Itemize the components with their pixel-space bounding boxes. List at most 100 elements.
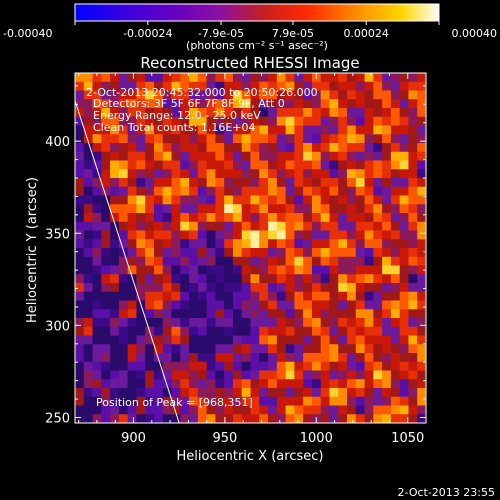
heatmap-cell [311,239,322,249]
heatmap-cell [303,309,313,319]
heatmap-cell [162,326,173,336]
heatmap-cell [364,151,374,161]
heatmap-cell [259,116,269,126]
heatmap-cell [145,73,155,83]
heatmap-cell [83,396,94,406]
heatmap-cell [162,186,173,196]
heatmap-cell [232,169,243,179]
heatmap-cell [408,213,418,223]
heatmap-cell [373,248,383,258]
heatmap-cell [390,353,401,363]
heatmap-cell [259,265,269,275]
heatmap-cell [373,151,383,161]
heatmap-cell [224,388,234,398]
heatmap-cell [215,99,225,109]
heatmap-cell [294,414,304,423]
heatmap-cell [303,265,313,275]
heatmap-cell [189,230,199,240]
heatmap-cell [92,213,102,223]
heatmap-cell [162,256,173,266]
heatmap-cell [294,151,304,161]
heatmap-cell [83,230,94,240]
heatmap-cell [83,204,94,214]
heatmap-cell [294,370,304,380]
heatmap-cell [320,370,330,380]
heatmap-cell [215,318,225,328]
heatmap-cell [250,335,260,345]
heatmap-cell [224,283,234,293]
heatmap-cell [276,318,287,328]
heatmap-cell [303,195,313,205]
heatmap-cell [355,344,366,354]
heatmap-cell [303,256,313,266]
heatmap-cell [285,134,295,144]
heatmap-cell [145,134,155,144]
heatmap-cell [390,335,401,345]
heatmap-cell [347,309,357,319]
heatmap-cell [347,151,357,161]
heatmap-cell [311,300,322,310]
heatmap-cell [153,221,164,231]
heatmap-cell [250,300,260,310]
heatmap-cell [232,125,243,135]
heatmap-cell [189,256,199,266]
heatmap-cell [118,116,129,126]
heatmap-cell [241,239,251,249]
heatmap-cell [180,326,190,336]
heatmap-cell [268,318,278,328]
heatmap-cell [259,291,269,301]
heatmap-cell [259,335,269,345]
heatmap-cell [241,81,251,91]
heatmap-cell [197,318,208,328]
heatmap-cell [83,108,94,118]
heatmap-cell [294,73,304,83]
heatmap-cell [259,81,269,91]
heatmap-cell [417,143,426,153]
heatmap-cell [92,125,102,135]
heatmap-cell [364,388,374,398]
heatmap-cell [145,108,155,118]
heatmap-cell [75,239,85,249]
heatmap-cell [197,204,208,214]
heatmap-cell [355,256,366,266]
heatmap-cell [232,265,243,275]
heatmap-cell [197,186,208,196]
heatmap-cell [241,396,251,406]
heatmap-cell [364,248,374,258]
heatmap-cell [241,108,251,118]
heatmap-cell [127,344,137,354]
heatmap-cell [197,335,208,345]
heatmap-cell [136,248,146,258]
heatmap-cell [355,309,366,319]
heatmap-cell [285,361,295,371]
heatmap-cell [180,265,190,275]
heatmap-cell [171,291,181,301]
heatmap-cell [320,353,330,363]
heatmap-cell [232,248,243,258]
heatmap-cell [127,379,137,389]
heatmap-cell [417,265,426,275]
heatmap-cell [268,388,278,398]
heatmap-cell [373,134,383,144]
heatmap-cell [224,81,234,91]
heatmap-cell [75,116,85,126]
heatmap-cell [136,204,146,214]
heatmap-cell [311,256,322,266]
heatmap-cell [232,160,243,170]
heatmap-cell [364,134,374,144]
heatmap-cell [92,361,102,371]
heatmap-cell [285,405,295,415]
heatmap-cell [250,388,260,398]
heatmap-cell [364,116,374,126]
heatmap-cell [320,239,330,249]
heatmap-cell [373,361,383,371]
heatmap-cell [373,388,383,398]
heatmap-cell [180,169,190,179]
heatmap-cell [347,335,357,345]
heatmap-cell [206,396,216,406]
heatmap-cell [373,300,383,310]
heatmap-cell [145,300,155,310]
heatmap-cell [347,396,357,406]
heatmap-cell [171,405,181,415]
heatmap-cell [145,248,155,258]
